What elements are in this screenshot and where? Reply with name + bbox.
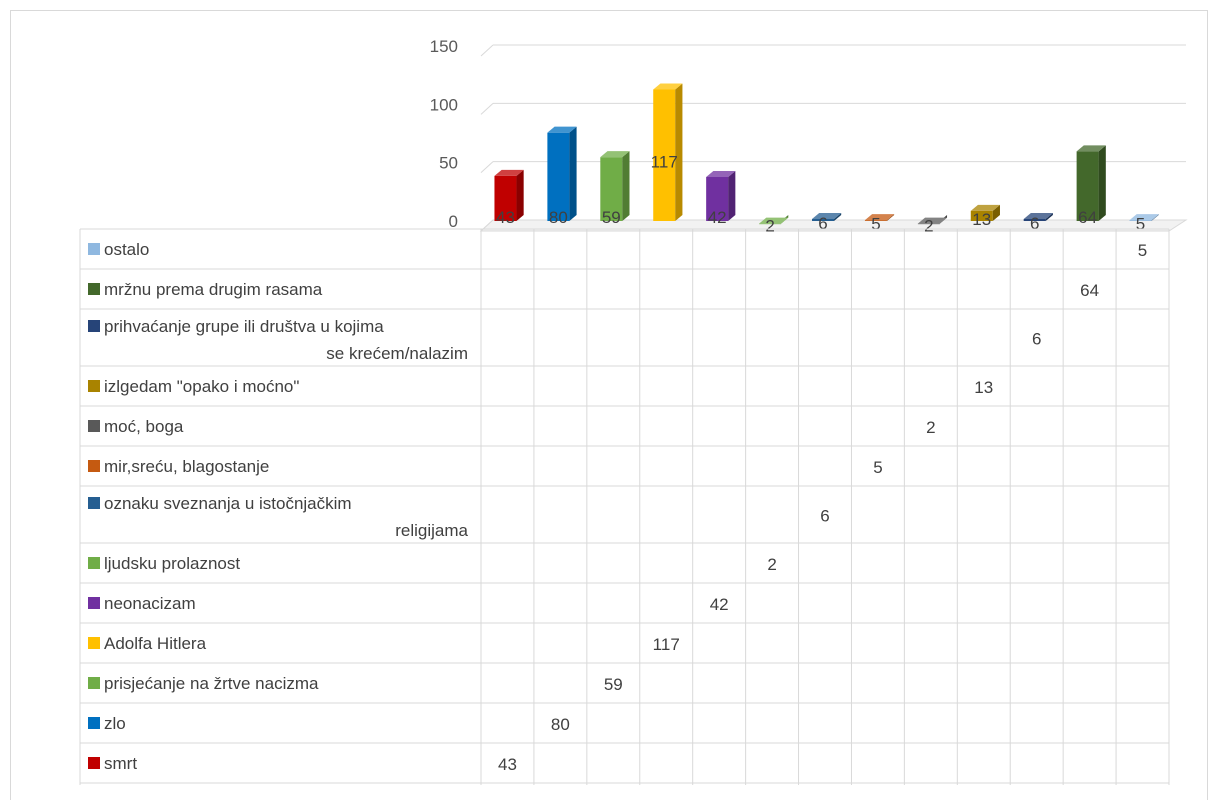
legend-swatch xyxy=(88,320,100,332)
table-row: mir,sreću, blagostanje 5 xyxy=(80,457,1169,486)
table-value: 2 xyxy=(767,555,776,574)
legend-label: Adolfa Hitlera xyxy=(104,634,207,653)
table-row: prisjećanje na žrtve nacizma 59 xyxy=(80,674,1169,703)
bar-side xyxy=(1099,145,1106,221)
table-value: 6 xyxy=(820,507,829,526)
table-value: 43 xyxy=(498,755,517,774)
y-tick-label: 0 xyxy=(449,212,458,231)
table-value: 42 xyxy=(710,595,729,614)
gridline-depth xyxy=(481,103,493,114)
bar-side xyxy=(569,127,576,221)
legend-swatch xyxy=(88,717,100,729)
bar-data-label: 5 xyxy=(871,215,880,234)
bar-data-label: 80 xyxy=(549,208,568,227)
legend-label: se krećem/nalazim xyxy=(326,344,468,363)
table-value: 80 xyxy=(551,715,570,734)
bar-data-label: 43 xyxy=(496,208,515,227)
bar xyxy=(547,127,576,221)
table-value: 117 xyxy=(653,635,680,654)
legend-label: prihvaćanje grupe ili društva u kojima xyxy=(104,317,384,336)
table-value: 5 xyxy=(1138,241,1147,260)
legend-swatch xyxy=(88,757,100,769)
table-value: 5 xyxy=(873,458,882,477)
bar-side xyxy=(622,151,629,221)
legend-label: zlo xyxy=(104,714,126,733)
legend-label: religijama xyxy=(395,521,468,540)
legend-swatch xyxy=(88,283,100,295)
table-value: 13 xyxy=(974,378,993,397)
data-table: ostalo 5 mržnu prema drugim rasama 64 prihva… xyxy=(80,229,1169,785)
table-row: oznaku sveznanja u istočnjačkim religijam… xyxy=(80,494,1169,543)
legend-label: neonacizam xyxy=(104,594,196,613)
y-tick-label: 100 xyxy=(430,95,458,114)
gridline-depth xyxy=(481,45,493,56)
legend-swatch xyxy=(88,243,100,255)
legend-swatch xyxy=(88,460,100,472)
legend-swatch xyxy=(88,420,100,432)
table-row: moć, boga 2 xyxy=(80,417,1169,446)
legend-swatch xyxy=(88,597,100,609)
bar-data-label: 2 xyxy=(765,216,774,235)
legend-label: smrt xyxy=(104,754,137,773)
table-value: 2 xyxy=(926,418,935,437)
table-row: smrt 43 xyxy=(80,754,1169,783)
table-row: izlgedam "opako i moćno" 13 xyxy=(80,377,1169,406)
legend-swatch xyxy=(88,497,100,509)
bar-data-label: 42 xyxy=(708,208,727,227)
table-row: ostalo 5 xyxy=(80,240,1169,269)
table-value: 6 xyxy=(1032,330,1041,349)
bar-data-label: 2 xyxy=(924,216,933,235)
table-value: 64 xyxy=(1080,281,1099,300)
legend-label: moć, boga xyxy=(104,417,184,436)
legend-swatch xyxy=(88,677,100,689)
legend-swatch xyxy=(88,557,100,569)
table-row: neonacizam 42 xyxy=(80,594,1169,623)
legend-swatch xyxy=(88,380,100,392)
bar-side xyxy=(728,171,735,221)
bar-data-label: 64 xyxy=(1078,208,1097,227)
y-tick-label: 150 xyxy=(430,37,458,56)
bar-side xyxy=(516,170,523,221)
table-row: Adolfa Hitlera 117 xyxy=(80,634,1169,663)
bar-data-label: 5 xyxy=(1136,215,1145,234)
gridline-depth xyxy=(481,162,493,173)
bar-data-label: 13 xyxy=(972,210,991,229)
bar-data-label: 6 xyxy=(1030,214,1039,233)
legend-label: prisjećanje na žrtve nacizma xyxy=(104,674,319,693)
legend-label: oznaku sveznanja u istočnjačkim xyxy=(104,494,352,513)
legend-label: izlgedam "opako i moćno" xyxy=(104,377,299,396)
legend-label: mir,sreću, blagostanje xyxy=(104,457,269,476)
table-row: zlo 80 xyxy=(80,714,1169,743)
bar-data-label: 6 xyxy=(818,214,827,233)
table-row: prihvaćanje grupe ili društva u kojima se… xyxy=(80,317,1169,366)
bar-data-label: 117 xyxy=(651,153,678,172)
y-tick-label: 50 xyxy=(439,154,458,173)
legend-label: ljudsku prolaznost xyxy=(104,554,240,573)
bar-data-label: 59 xyxy=(602,208,621,227)
table-row: ljudsku prolaznost 2 xyxy=(80,554,1169,583)
legend-label: mržnu prema drugim rasama xyxy=(104,280,323,299)
table-value: 59 xyxy=(604,675,623,694)
legend-swatch xyxy=(88,637,100,649)
table-row: mržnu prema drugim rasama 64 xyxy=(80,280,1169,309)
legend-label: ostalo xyxy=(104,240,149,259)
